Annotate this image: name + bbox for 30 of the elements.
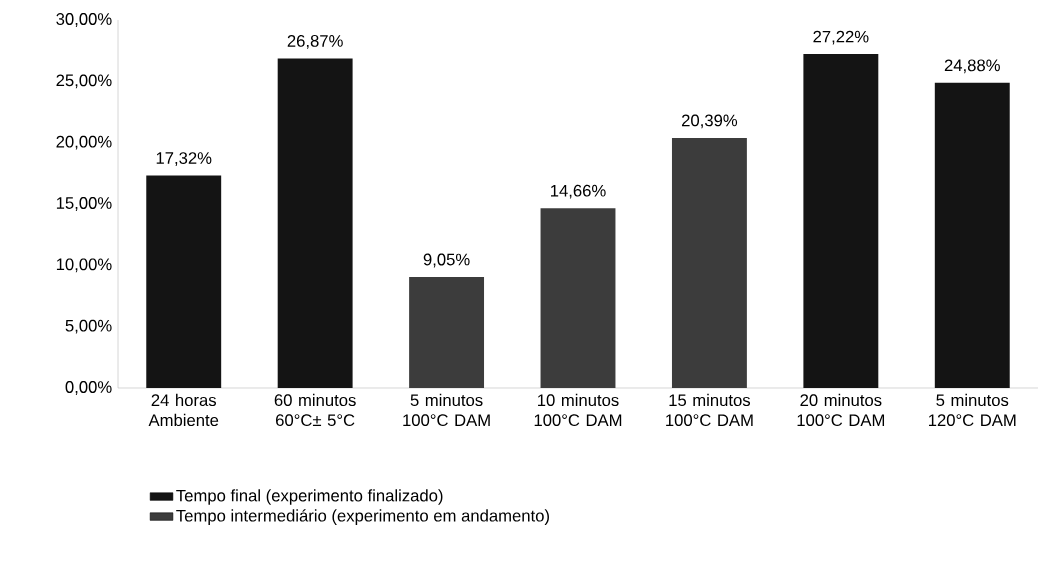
data-label: 26,87% xyxy=(287,35,343,49)
x-tick-label: 5 minutos 120°C DAM xyxy=(929,393,1016,427)
y-tick-label: 20,00% xyxy=(56,135,112,150)
y-tick-label: 10,00% xyxy=(56,258,112,273)
data-label: 14,66% xyxy=(551,184,606,199)
y-tick-label: 30,00% xyxy=(56,13,112,27)
data-label: 27,22% xyxy=(813,30,869,45)
x-tick-label: 60 minutos 60°C± 5°C xyxy=(274,393,356,427)
y-tick-label: 25,00% xyxy=(56,74,112,89)
bar xyxy=(540,208,616,388)
x-tick-label: 20 minutos 100°C DAM xyxy=(797,393,885,427)
y-tick-label: 5,00% xyxy=(65,319,112,334)
y-tick-label: 0,00% xyxy=(65,381,112,395)
x-tick-label: 24 horas Ambiente xyxy=(148,393,219,427)
data-label: 20,39% xyxy=(682,114,738,129)
x-tick-label: 10 minutos 100°C DAM xyxy=(534,393,622,427)
bar xyxy=(277,58,353,388)
legend-label: Tempo final (experimento finalizado) xyxy=(176,489,443,505)
legend-label: Tempo intermediário (experimento em andamento) xyxy=(176,509,549,525)
bar xyxy=(409,276,485,388)
x-tick-label: 15 minutos 100°C DAM xyxy=(666,393,753,427)
data-label: 24,88% xyxy=(944,59,1000,74)
data-label: 17,32% xyxy=(156,152,212,166)
bar xyxy=(146,175,222,388)
data-label: 9,05% xyxy=(423,253,470,268)
x-tick-label: 5 minutos 100°C DAM xyxy=(403,393,490,427)
bar xyxy=(803,54,879,388)
bar xyxy=(934,82,1010,388)
y-tick-label: 15,00% xyxy=(56,197,112,211)
bar xyxy=(671,137,747,388)
